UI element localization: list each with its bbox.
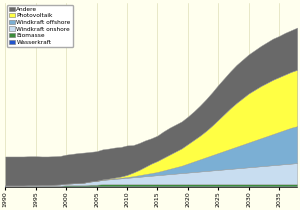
Legend: Andere, Photovoltaik, Windkraft offshore, Windkraft onshore, Biomasse, Wasserkra: Andere, Photovoltaik, Windkraft offshore… [7,5,73,47]
